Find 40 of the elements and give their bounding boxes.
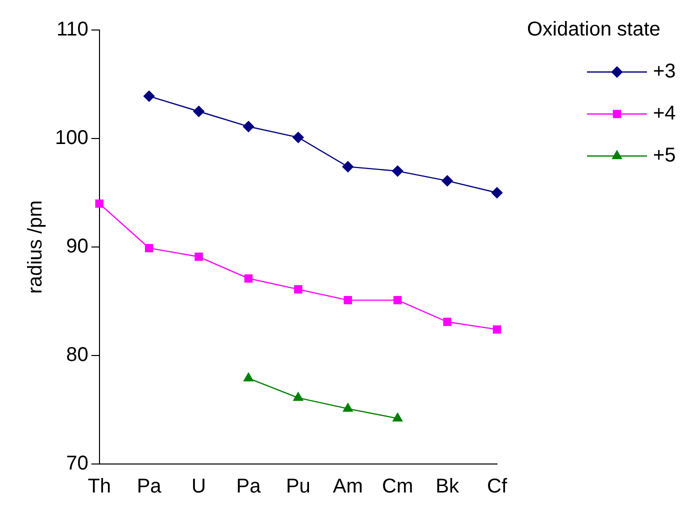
point (294, 285, 302, 294)
x-tick-label: U (192, 476, 206, 498)
legend-label: +4 (653, 102, 676, 125)
point (293, 392, 304, 401)
y-tick-label: 70 (66, 452, 88, 475)
point (344, 296, 352, 304)
legend-label: +5 (653, 144, 676, 167)
point (193, 106, 204, 117)
point (342, 403, 353, 412)
point (194, 252, 203, 261)
x-tick-label: Th (88, 476, 112, 498)
point (242, 120, 254, 132)
point (95, 199, 104, 208)
x-tick-label: Cm (382, 476, 414, 498)
legend-title: Oxidation state (527, 18, 660, 41)
point (244, 274, 253, 283)
point (442, 175, 453, 186)
point (392, 412, 403, 422)
point (392, 165, 404, 177)
point (144, 244, 154, 252)
point (443, 318, 452, 326)
point (143, 90, 155, 102)
point (292, 132, 304, 144)
point (492, 325, 502, 334)
point (491, 187, 503, 198)
point (244, 372, 254, 382)
x-tick-label: Pu (286, 476, 310, 498)
y-tick-label: 80 (66, 344, 88, 366)
point (342, 161, 354, 172)
x-tick-label: Am (332, 476, 363, 498)
legend-label: +3 (653, 60, 676, 83)
y-axis-title: radius /pm (24, 200, 47, 294)
y-tick-label: 90 (66, 236, 88, 258)
y-tick-label: 110 (56, 18, 88, 41)
y-tick-label: 100 (54, 127, 88, 150)
point (393, 296, 402, 304)
x-tick-label: Pa (236, 476, 262, 498)
x-tick-label: Bk (436, 476, 460, 498)
x-tick-label: Cf (487, 476, 508, 498)
x-tick-label: Pa (136, 476, 162, 498)
